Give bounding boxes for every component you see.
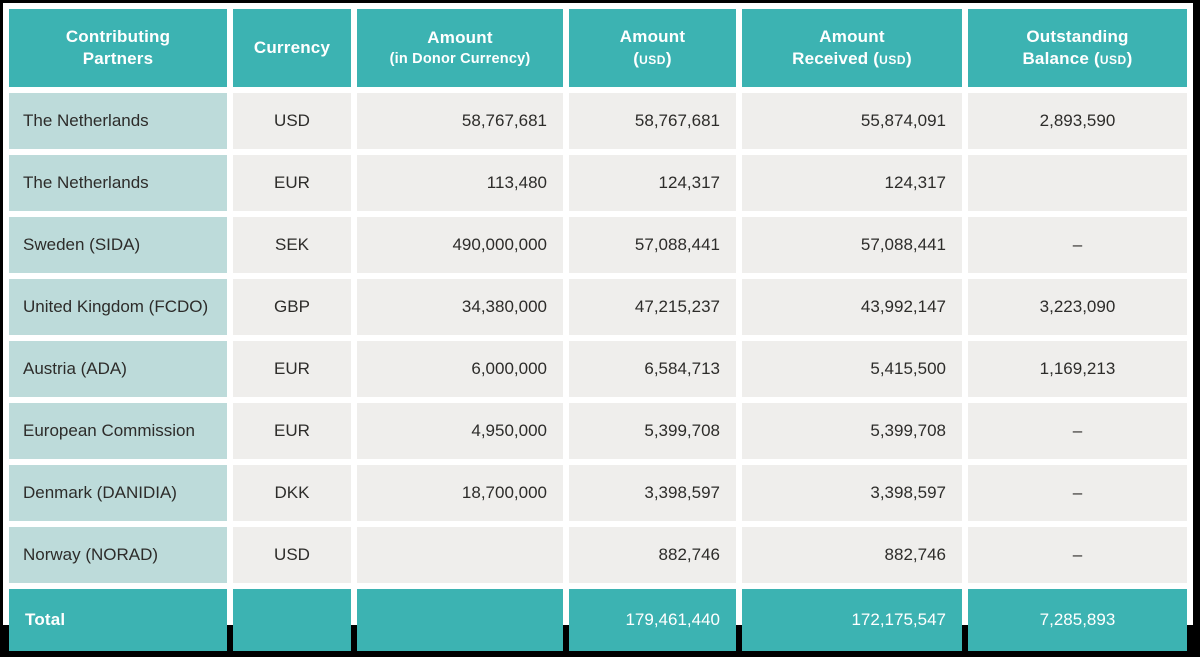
- funding-table-canvas: Contributing Partners Currency Amount (i…: [3, 3, 1193, 651]
- header-line-1: Outstanding: [1026, 26, 1129, 46]
- amount-donor-cell: 490,000,000: [357, 217, 563, 273]
- currency-cell: DKK: [233, 465, 351, 521]
- table-row: Norway (NORAD) USD 882,746 882,746 –: [9, 527, 1187, 583]
- currency-cell: USD: [233, 527, 351, 583]
- header-row: Contributing Partners Currency Amount (i…: [9, 9, 1187, 87]
- outstanding-balance-cell: –: [968, 527, 1187, 583]
- amount-received-cell: 124,317: [742, 155, 962, 211]
- outstanding-balance-cell: –: [968, 465, 1187, 521]
- amount-usd-cell: 6,584,713: [569, 341, 736, 397]
- amount-usd-cell: 47,215,237: [569, 279, 736, 335]
- partner-cell: European Commission: [9, 403, 227, 459]
- amount-donor-cell: 58,767,681: [357, 93, 563, 149]
- outstanding-balance-cell: 2,893,590: [968, 93, 1187, 149]
- outstanding-balance-cell: –: [968, 217, 1187, 273]
- table-row: Denmark (DANIDIA) DKK 18,700,000 3,398,5…: [9, 465, 1187, 521]
- amount-received-cell: 55,874,091: [742, 93, 962, 149]
- header-contributing-partners: Contributing Partners: [9, 9, 227, 87]
- amount-usd-cell: 3,398,597: [569, 465, 736, 521]
- amount-received-cell: 5,415,500: [742, 341, 962, 397]
- table-row: Sweden (SIDA) SEK 490,000,000 57,088,441…: [9, 217, 1187, 273]
- total-amount-usd-cell: 179,461,440: [569, 589, 736, 651]
- total-amount-donor-cell: [357, 589, 563, 651]
- header-currency: Currency: [233, 9, 351, 87]
- header-line-2: Received (USD): [792, 49, 912, 68]
- table-row: The Netherlands EUR 113,480 124,317 124,…: [9, 155, 1187, 211]
- total-currency-cell: [233, 589, 351, 651]
- amount-received-cell: 3,398,597: [742, 465, 962, 521]
- header-line-2: Balance (USD): [1022, 49, 1133, 68]
- currency-cell: EUR: [233, 155, 351, 211]
- table-row: Austria (ADA) EUR 6,000,000 6,584,713 5,…: [9, 341, 1187, 397]
- header-line-2: Partners: [82, 49, 154, 68]
- total-outstanding-balance-cell: 7,285,893: [968, 589, 1187, 651]
- amount-received-cell: 43,992,147: [742, 279, 962, 335]
- header-amount-donor-currency: Amount (in Donor Currency): [357, 9, 563, 87]
- outstanding-balance-cell: –: [968, 403, 1187, 459]
- total-amount-received-cell: 172,175,547: [742, 589, 962, 651]
- header-line-1: Amount: [619, 26, 686, 46]
- amount-donor-cell: 4,950,000: [357, 403, 563, 459]
- amount-received-cell: 57,088,441: [742, 217, 962, 273]
- currency-cell: GBP: [233, 279, 351, 335]
- outstanding-balance-cell: 3,223,090: [968, 279, 1187, 335]
- amount-donor-cell: [357, 527, 563, 583]
- amount-usd-cell: 57,088,441: [569, 217, 736, 273]
- header-amount-usd: Amount (USD): [569, 9, 736, 87]
- table-row: United Kingdom (FCDO) GBP 34,380,000 47,…: [9, 279, 1187, 335]
- partner-cell: United Kingdom (FCDO): [9, 279, 227, 335]
- header-amount-received-usd: Amount Received (USD): [742, 9, 962, 87]
- partner-cell: Austria (ADA): [9, 341, 227, 397]
- partner-cell: The Netherlands: [9, 155, 227, 211]
- header-line-1: Contributing: [65, 26, 171, 46]
- amount-usd-cell: 58,767,681: [569, 93, 736, 149]
- total-label-cell: Total: [9, 589, 227, 651]
- amount-donor-cell: 6,000,000: [357, 341, 563, 397]
- currency-cell: SEK: [233, 217, 351, 273]
- partner-cell: The Netherlands: [9, 93, 227, 149]
- amount-usd-cell: 882,746: [569, 527, 736, 583]
- header-outstanding-balance-usd: Outstanding Balance (USD): [968, 9, 1187, 87]
- header-line-1: Amount: [819, 26, 885, 46]
- amount-received-cell: 5,399,708: [742, 403, 962, 459]
- header-line-1: Amount: [427, 28, 493, 48]
- contributing-partners-table: Contributing Partners Currency Amount (i…: [3, 3, 1193, 657]
- amount-usd-cell: 5,399,708: [569, 403, 736, 459]
- partner-cell: Norway (NORAD): [9, 527, 227, 583]
- currency-cell: USD: [233, 93, 351, 149]
- table-row: European Commission EUR 4,950,000 5,399,…: [9, 403, 1187, 459]
- table-row: The Netherlands USD 58,767,681 58,767,68…: [9, 93, 1187, 149]
- amount-donor-cell: 113,480: [357, 155, 563, 211]
- partner-cell: Denmark (DANIDIA): [9, 465, 227, 521]
- amount-donor-cell: 18,700,000: [357, 465, 563, 521]
- currency-cell: EUR: [233, 403, 351, 459]
- header-line-2: (USD): [633, 49, 672, 68]
- outstanding-balance-cell: [968, 155, 1187, 211]
- amount-received-cell: 882,746: [742, 527, 962, 583]
- currency-cell: EUR: [233, 341, 351, 397]
- header-line-2: (in Donor Currency): [389, 50, 531, 67]
- outstanding-balance-cell: 1,169,213: [968, 341, 1187, 397]
- amount-donor-cell: 34,380,000: [357, 279, 563, 335]
- amount-usd-cell: 124,317: [569, 155, 736, 211]
- partner-cell: Sweden (SIDA): [9, 217, 227, 273]
- total-row: Total 179,461,440 172,175,547 7,285,893: [9, 589, 1187, 651]
- header-line-1: Currency: [253, 37, 331, 57]
